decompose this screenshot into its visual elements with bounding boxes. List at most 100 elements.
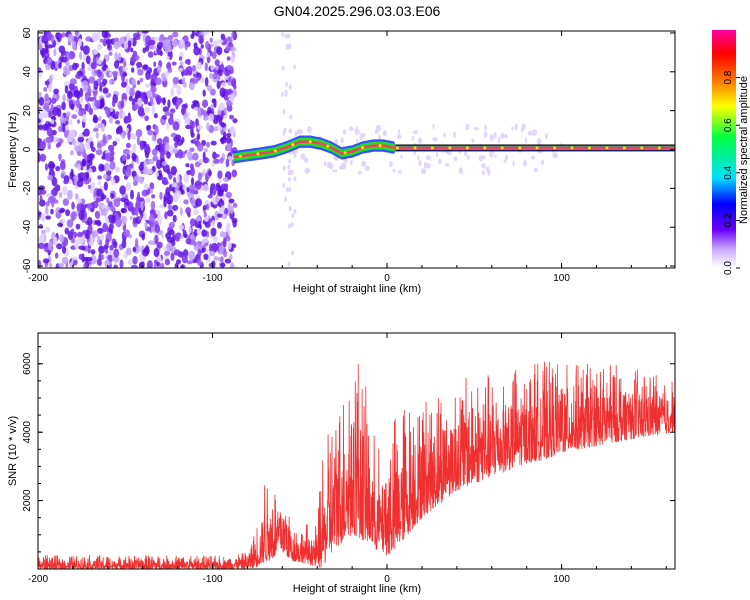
noise-blob <box>115 167 120 173</box>
noise-blob <box>167 67 173 73</box>
noise-blob <box>59 218 66 224</box>
noise-blob <box>524 137 528 144</box>
noise-blob <box>219 87 226 98</box>
noise-blob <box>91 181 95 189</box>
noise-blob <box>170 87 175 97</box>
noise-blob <box>48 262 53 268</box>
noise-blob <box>293 176 297 182</box>
noise-blob <box>340 137 344 144</box>
noise-blob <box>151 105 155 115</box>
noise-blob <box>97 123 103 129</box>
noise-blob <box>212 51 217 60</box>
noise-blob <box>78 38 82 47</box>
noise-blob <box>148 214 156 223</box>
noise-blob <box>46 56 53 66</box>
noise-blob <box>293 208 297 214</box>
noise-blob <box>105 238 110 246</box>
ridge-peak <box>640 146 644 150</box>
noise-blob <box>438 158 442 165</box>
noise-blob <box>174 249 181 256</box>
noise-blob <box>282 109 286 115</box>
x-tick-label: 100 <box>553 273 570 284</box>
noise-blob <box>193 240 197 247</box>
noise-blob <box>291 250 294 256</box>
noise-blob <box>193 46 201 56</box>
noise-blob <box>63 68 71 76</box>
noise-blob <box>150 221 155 228</box>
noise-blob <box>97 180 101 186</box>
noise-blob <box>397 133 402 140</box>
noise-blob <box>62 124 66 133</box>
noise-blob <box>204 77 209 87</box>
noise-blob <box>300 153 306 160</box>
noise-blob <box>200 77 205 84</box>
noise-blob <box>113 264 119 268</box>
noise-blob <box>190 132 195 138</box>
noise-blob <box>92 200 99 209</box>
x-tick-label: 100 <box>553 574 570 585</box>
y-tick-label: -60 <box>22 258 33 273</box>
noise-blob <box>226 133 232 138</box>
noise-blob <box>225 45 231 52</box>
noise-blob <box>119 259 124 268</box>
noise-blob <box>231 79 236 87</box>
noise-blob <box>151 134 156 142</box>
noise-blob <box>453 156 458 161</box>
noise-blob <box>288 84 292 90</box>
noise-blob <box>103 58 106 68</box>
noise-blob <box>86 216 93 226</box>
noise-blob <box>222 195 226 202</box>
noise-blob <box>287 176 291 182</box>
noise-blob <box>153 247 160 258</box>
ridge-peak <box>378 144 382 148</box>
x-tick-label: 0 <box>384 273 390 284</box>
noise-blob <box>151 87 156 97</box>
noise-blob <box>88 177 92 183</box>
noise-blob <box>164 211 168 220</box>
noise-blob <box>115 120 121 125</box>
noise-blob <box>489 150 494 158</box>
noise-blob <box>228 198 235 204</box>
noise-blob <box>78 253 84 260</box>
noise-blob <box>227 203 231 211</box>
noise-blob <box>466 155 470 160</box>
x-tick-label: -100 <box>203 574 223 585</box>
noise-blob <box>196 124 203 130</box>
colorbar-tick-label: 0.8 <box>723 70 734 84</box>
noise-blob <box>176 139 183 146</box>
noise-blob <box>206 84 213 92</box>
noise-blob <box>356 138 359 144</box>
noise-blob <box>481 163 486 169</box>
noise-blob <box>471 138 475 143</box>
noise-blob <box>192 79 199 84</box>
colorbar-label: Normalized spectral amplitude <box>738 76 750 224</box>
ridge-peak <box>570 146 574 150</box>
noise-blob <box>172 31 179 38</box>
noise-blob <box>531 129 537 136</box>
noise-blob <box>56 108 62 118</box>
noise-blob <box>98 252 102 262</box>
noise-blob <box>154 36 160 42</box>
noise-blob <box>225 191 232 199</box>
noise-blob <box>208 124 215 134</box>
noise-blob <box>42 123 49 131</box>
noise-blob <box>45 44 49 54</box>
noise-blob <box>195 198 203 207</box>
noise-blob <box>146 260 153 268</box>
noise-blob <box>113 248 120 258</box>
noise-blob <box>47 175 53 180</box>
noise-blob <box>61 245 67 254</box>
noise-blob <box>220 205 225 212</box>
noise-blob <box>521 123 526 130</box>
noise-blob <box>83 262 87 268</box>
noise-blob <box>155 209 161 215</box>
noise-blob <box>74 31 79 36</box>
noise-blob <box>95 197 102 203</box>
noise-blob <box>107 144 115 152</box>
y-tick-label: 20 <box>22 105 33 117</box>
noise-blob <box>148 44 156 50</box>
noise-blob <box>484 124 487 131</box>
noise-blob <box>103 173 108 180</box>
noise-blob <box>77 136 85 143</box>
noise-blob <box>500 133 505 139</box>
